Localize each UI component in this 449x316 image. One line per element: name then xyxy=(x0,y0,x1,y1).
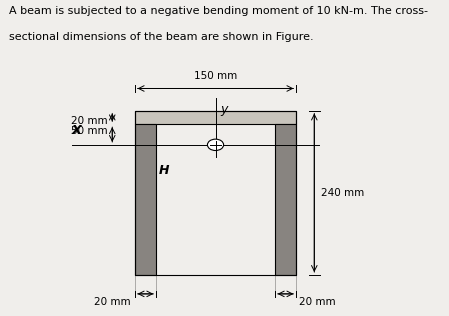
Bar xyxy=(135,111,296,124)
Text: 50 mm: 50 mm xyxy=(71,126,108,137)
Bar xyxy=(135,124,156,275)
Text: y: y xyxy=(220,103,227,116)
Text: 20 mm: 20 mm xyxy=(93,297,130,307)
Text: X: X xyxy=(71,124,81,137)
Text: sectional dimensions of the beam are shown in Figure.: sectional dimensions of the beam are sho… xyxy=(9,32,313,42)
Text: 240 mm: 240 mm xyxy=(321,188,364,198)
Bar xyxy=(275,124,296,275)
Text: 150 mm: 150 mm xyxy=(194,70,237,81)
Text: 20 mm: 20 mm xyxy=(71,116,108,125)
Bar xyxy=(135,111,296,275)
Text: 20 mm: 20 mm xyxy=(299,297,335,307)
Circle shape xyxy=(207,139,224,150)
Text: H: H xyxy=(158,164,169,177)
Text: A beam is subjected to a negative bending moment of 10 kN-m. The cross-: A beam is subjected to a negative bendin… xyxy=(9,6,428,16)
